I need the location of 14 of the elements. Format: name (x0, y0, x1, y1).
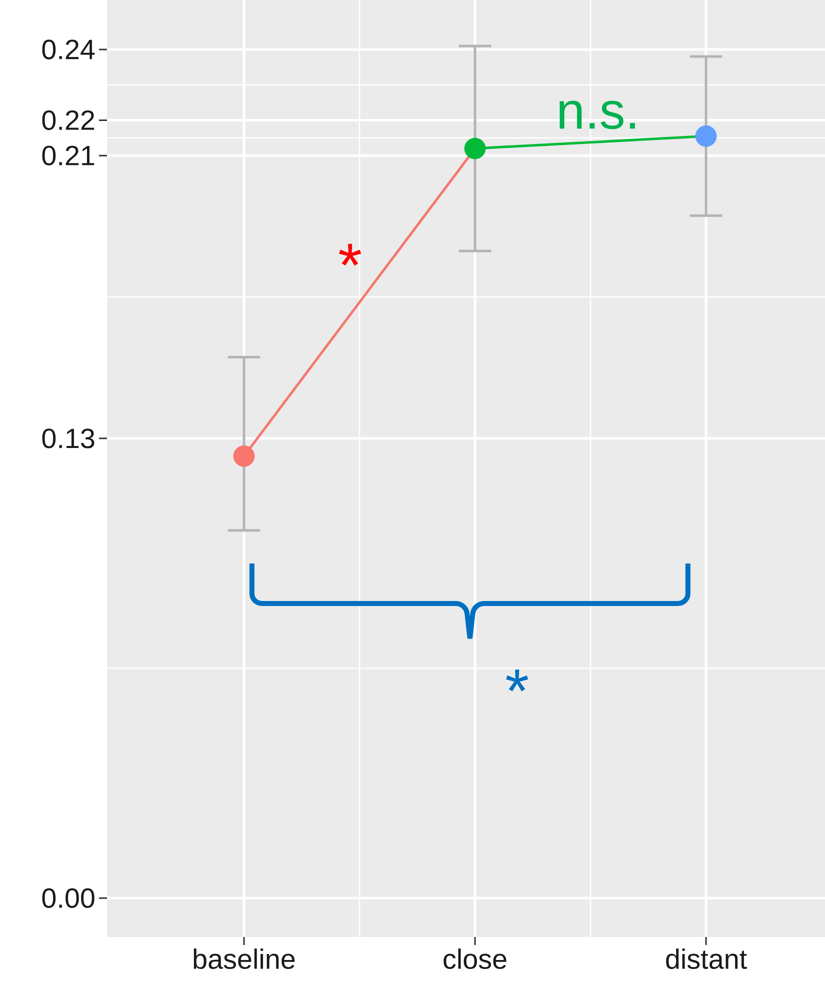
y-tick-label: 0.21 (42, 146, 94, 166)
y-tick-label: 0.22 (42, 110, 94, 130)
point (695, 125, 717, 147)
point (233, 445, 255, 467)
point (464, 138, 486, 160)
annotation: n.s. (560, 100, 635, 130)
y-tick-label: 0.24 (42, 40, 95, 60)
y-tick-label: 0.00 (42, 888, 94, 908)
x-tick-label: distant (666, 948, 747, 969)
x-tick-label: close (444, 948, 506, 969)
annotation: * (506, 670, 528, 692)
y-tick-label: 0.13 (42, 428, 94, 448)
annotation: * (339, 244, 362, 266)
x-tick-label: baseline (194, 948, 295, 969)
